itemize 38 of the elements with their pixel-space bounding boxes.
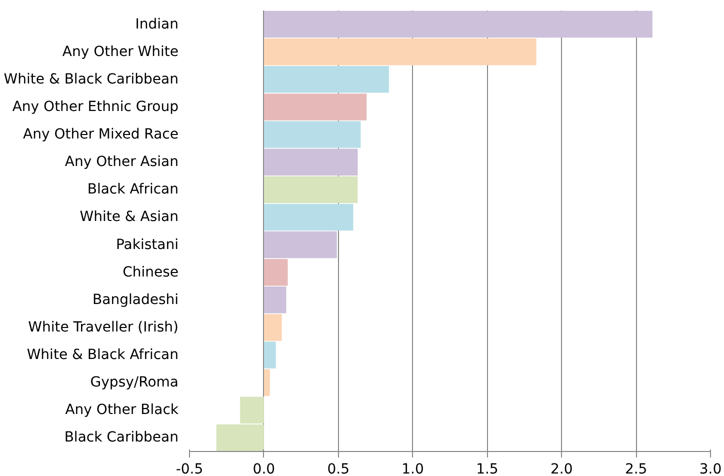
y-tick-label: Chinese (122, 264, 179, 280)
x-tick-label: 2.0 (550, 462, 573, 476)
y-tick-label: Gypsy/Roma (90, 374, 179, 391)
y-tick-label: Any Other Mixed Race (23, 126, 179, 143)
x-tick-label: 1.0 (402, 462, 424, 476)
x-tick-label: -0.5 (176, 462, 204, 476)
x-tick-label: 0.0 (252, 462, 276, 476)
bar (264, 258, 288, 286)
y-tick-label: Any Other Black (65, 402, 180, 418)
y-tick-label: Any Other Asian (64, 154, 179, 170)
y-tick-label: Black African (87, 182, 179, 198)
bar (264, 286, 286, 314)
bar (264, 342, 276, 368)
y-tick-label: Any Other Ethnic Group (12, 98, 179, 115)
y-tick-label: White & Asian (80, 209, 179, 226)
x-tick-label: 1.5 (476, 462, 498, 476)
x-tick-label: 0.5 (327, 462, 350, 476)
bar (264, 148, 358, 176)
x-tick-label: 3.0 (699, 462, 722, 476)
bar (264, 369, 270, 396)
y-tick-label: Pakistani (116, 236, 178, 253)
y-tick-label: White & Black African (26, 347, 178, 364)
bar (264, 231, 337, 258)
y-tick-label: Any Other White (62, 44, 179, 60)
y-tick-label: White & Black Caribbean (4, 71, 179, 88)
x-tick-label: 2.5 (624, 462, 648, 476)
bar (264, 121, 361, 148)
y-tick-label: Bangladeshi (92, 292, 178, 308)
bar (264, 94, 367, 120)
bar (264, 204, 354, 231)
bar (264, 10, 652, 38)
y-tick-label: Indian (135, 16, 179, 32)
y-tick-label: Black Caribbean (64, 430, 179, 446)
y-tick-label: White Traveller (Irish) (28, 319, 179, 336)
bar (264, 38, 536, 66)
bar (264, 314, 282, 341)
bar (264, 176, 358, 204)
bar (264, 66, 389, 93)
